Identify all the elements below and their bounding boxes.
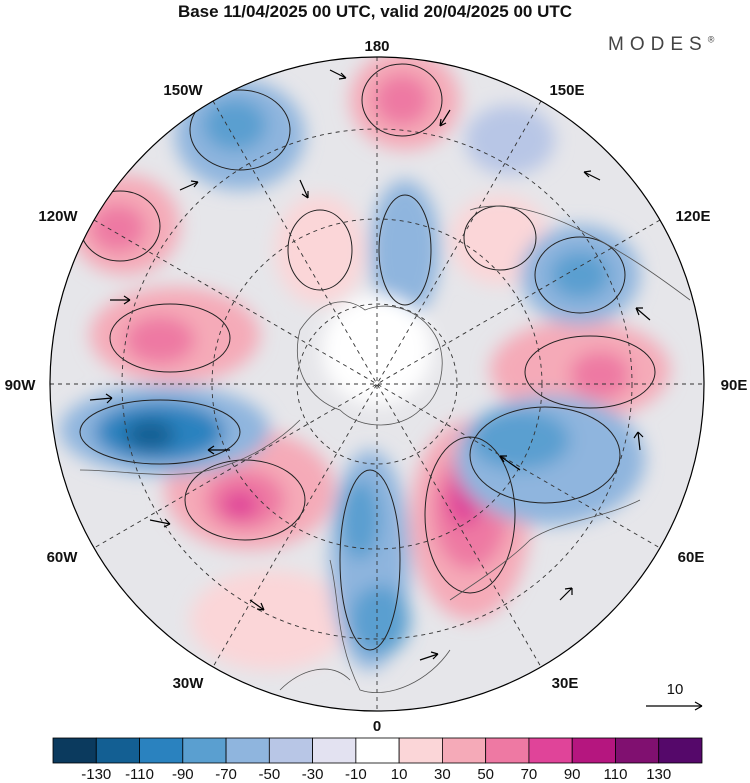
- colorbar-swatch: [139, 737, 184, 764]
- colorbar: -130 -110 -90 -70 -50 -30 -10 10 30 50 70 90 110 130: [52, 737, 703, 783]
- positive-anomaly-40w: [190, 570, 350, 670]
- negative-core-150w: [203, 99, 267, 151]
- reference-vector-arrow: [646, 701, 703, 711]
- colorbar-swatch: [441, 737, 487, 764]
- colorbar-tick-label: -10: [345, 766, 367, 783]
- map-boundary: [49, 56, 705, 712]
- positive-core-120w: [90, 204, 146, 252]
- negative-core-120e: [550, 251, 610, 299]
- colorbar-tick-label: -90: [172, 766, 194, 783]
- colorbar-tick-label: 10: [391, 766, 408, 783]
- reference-vector-label: 10: [667, 681, 684, 698]
- negative-core-0: [340, 480, 380, 560]
- negative-core-0-south: [350, 585, 410, 655]
- colorbar-tick-label: -50: [258, 766, 280, 783]
- contour-lines: [79, 63, 656, 651]
- colorbar-tick-label: 30: [434, 766, 451, 783]
- colorbar-tick-label: 110: [604, 766, 628, 783]
- lon-label-30e: 30E: [552, 675, 579, 692]
- colorbar-tick-label: 70: [521, 766, 538, 783]
- positive-core-180: [374, 74, 430, 126]
- coastlines: [79, 205, 691, 693]
- colorbar-swatch: [571, 737, 616, 764]
- colorbar-swatch: [355, 737, 400, 764]
- colorbar-tick-label: -70: [215, 766, 237, 783]
- colorbar-tick-label: 50: [477, 766, 494, 783]
- polar-region: [322, 295, 432, 405]
- colorbar-swatch: [658, 737, 703, 764]
- colorbar-swatch: [312, 737, 357, 764]
- lon-label-150w: 150W: [163, 82, 203, 99]
- wind-vectors: [89, 69, 651, 661]
- negative-anomaly-150e: [465, 105, 555, 175]
- lon-label-180: 180: [364, 38, 389, 55]
- colorbar-tick-label: -130: [81, 766, 111, 783]
- colorbar-tick-label: 130: [646, 766, 671, 783]
- colorbar-tick-label: 90: [564, 766, 581, 783]
- map-title: Base 11/04/2025 00 UTC, valid 20/04/2025…: [177, 2, 573, 21]
- anomaly-field: [50, 57, 704, 711]
- colorbar-swatch: [268, 737, 313, 764]
- colorbar-swatch: [615, 737, 660, 764]
- positive-core-90e: [570, 351, 630, 399]
- colorbar-swatch: [182, 737, 227, 764]
- colorbar-tick-label: -110: [125, 766, 154, 783]
- lon-label-60e: 60E: [678, 549, 705, 566]
- positive-anomaly-160w: [275, 195, 365, 305]
- colorbar-swatch: [398, 737, 443, 764]
- modes-logo-text: MODES: [608, 34, 708, 55]
- graticule: [50, 57, 704, 711]
- lon-label-90e: 90E: [721, 377, 748, 394]
- lon-label-120w: 120W: [38, 208, 78, 225]
- colorbar-tick-label: -30: [302, 766, 324, 783]
- positive-max-60w: [222, 491, 258, 519]
- positive-core-100w: [125, 316, 195, 364]
- modes-logo: MODES®: [608, 34, 714, 56]
- negative-max-80w: [125, 419, 175, 451]
- negative-core-60e: [470, 410, 570, 470]
- colorbar-swatch: [52, 737, 97, 764]
- lon-label-150e: 150E: [549, 82, 584, 99]
- lon-label-60w: 60W: [47, 549, 79, 566]
- lon-label-0: 0: [373, 718, 381, 735]
- negative-anomaly-170e: [370, 180, 440, 320]
- registered-mark: ®: [707, 34, 715, 45]
- colorbar-swatch: [225, 737, 270, 764]
- lon-label-90w: 90W: [5, 377, 37, 394]
- colorbar-swatch: [528, 737, 573, 764]
- colorbar-swatch: [485, 737, 530, 764]
- lon-label-30w: 30W: [173, 675, 205, 692]
- lon-label-120e: 120E: [675, 208, 710, 225]
- colorbar-swatch: [95, 737, 140, 764]
